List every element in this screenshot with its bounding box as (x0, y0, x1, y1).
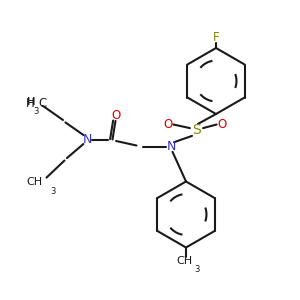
Text: N: N (82, 133, 92, 146)
Text: CH: CH (26, 177, 43, 188)
Text: H: H (27, 97, 35, 107)
Text: 3: 3 (194, 265, 200, 274)
Text: 3: 3 (50, 187, 56, 196)
Text: H: H (26, 97, 34, 110)
Text: CH: CH (176, 256, 193, 266)
Text: H: H (27, 97, 35, 107)
Text: 3: 3 (33, 107, 39, 116)
Text: S: S (192, 124, 201, 137)
Text: O: O (218, 118, 226, 131)
Text: F: F (213, 31, 219, 44)
Text: O: O (164, 118, 172, 131)
Text: N: N (166, 140, 176, 154)
Text: O: O (111, 109, 120, 122)
Text: C: C (38, 97, 46, 110)
